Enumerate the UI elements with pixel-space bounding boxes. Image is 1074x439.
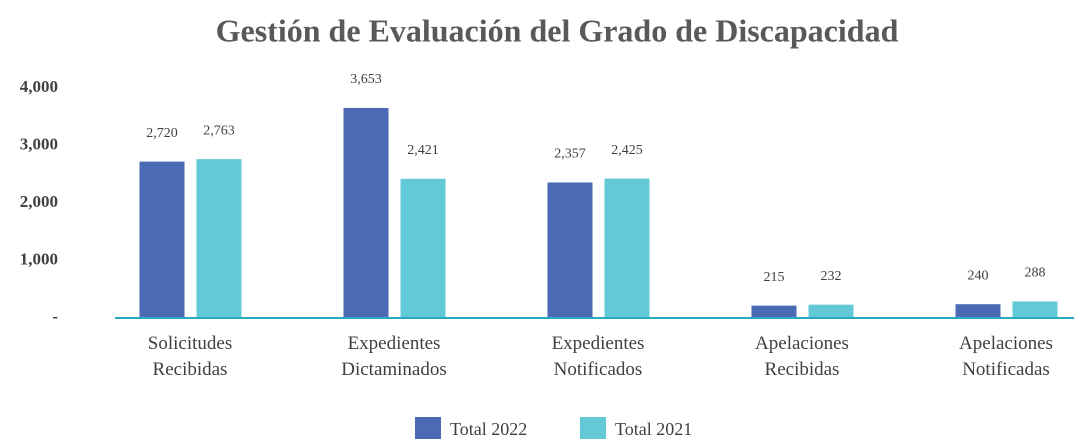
bar [808,304,854,318]
x-tick-line: Recibidas [153,359,228,380]
x-tick-line: Apelaciones [755,333,849,354]
y-tick-label: - [52,307,58,326]
value-label: 2,425 [611,143,643,158]
value-label: 240 [968,268,989,283]
y-tick-label: 3,000 [20,134,58,153]
bar [604,178,650,318]
bar [1012,301,1058,318]
bar [343,107,389,318]
value-label: 232 [821,269,842,284]
legend-label: Total 2022 [450,419,527,439]
bar [400,178,446,318]
x-tick-line: Solicitudes [148,333,232,354]
value-label: 2,720 [146,126,178,141]
x-tick-label: Apelaciones Notificadas [959,333,1053,380]
legend-label: Total 2021 [615,419,692,439]
value-label: 2,763 [203,123,235,138]
x-tick-line: Recibidas [765,359,840,380]
x-tick-line: Apelaciones [959,333,1053,354]
legend-swatch [415,417,441,439]
x-tick-label: Expedientes Dictaminados [341,333,447,380]
x-tick-line: Dictaminados [341,359,447,380]
legend-swatch [580,417,606,439]
y-tick-label: 2,000 [20,192,58,211]
x-tick-label: Apelaciones Recibidas [755,333,849,380]
bar [196,159,242,318]
x-tick-line: Notificadas [962,359,1050,380]
value-label: 288 [1025,266,1046,281]
bar [751,305,797,318]
value-label: 215 [764,270,785,285]
bar [547,182,593,318]
chart-title: Gestión de Evaluación del Grado de Disca… [216,12,899,48]
value-label: 2,357 [554,147,586,162]
bar [955,304,1001,318]
bar [139,161,185,318]
y-tick-label: 1,000 [20,249,58,268]
x-tick-line: Expedientes [552,333,645,354]
x-tick-label: Solicitudes Recibidas [148,333,232,380]
x-tick-label: Expedientes Notificados [552,333,645,380]
value-label: 3,653 [350,72,382,87]
value-label: 2,421 [407,143,439,158]
x-tick-line: Expedientes [348,333,441,354]
x-tick-line: Notificados [554,359,643,380]
y-tick-label: 4,000 [20,77,58,96]
